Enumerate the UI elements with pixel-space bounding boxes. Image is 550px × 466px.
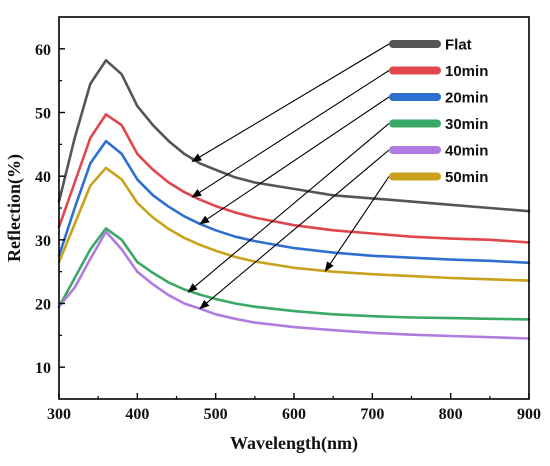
legend-label-30min: 30min xyxy=(445,116,488,133)
legend-label-flat: Flat xyxy=(445,37,472,54)
legend-label-10min: 10min xyxy=(445,63,488,80)
annotation-arrow-30min xyxy=(187,123,390,293)
x-tick-label: 700 xyxy=(360,406,384,423)
annotation-arrow-40min xyxy=(199,149,390,310)
legend-label-40min: 40min xyxy=(445,143,488,160)
series-line-40min xyxy=(57,230,531,340)
annotation-arrows xyxy=(187,43,390,310)
y-tick-label: 20 xyxy=(35,297,51,314)
x-tick-label: 400 xyxy=(125,406,149,423)
series-line-50min xyxy=(57,166,531,282)
annotation-arrow-50min xyxy=(324,176,390,272)
series-line-flat xyxy=(57,59,531,213)
plot-lines xyxy=(57,59,531,340)
series-line-10min xyxy=(57,113,531,244)
x-tick-label: 300 xyxy=(47,406,71,423)
y-tick-label: 30 xyxy=(35,233,51,250)
x-tick-label: 500 xyxy=(204,406,228,423)
y-tick-label: 50 xyxy=(35,106,51,123)
annotation-arrow-10min xyxy=(191,70,390,198)
x-tick-label: 600 xyxy=(282,406,306,423)
series-line-20min xyxy=(57,139,531,265)
series-line-30min xyxy=(57,227,531,321)
x-tick-label: 800 xyxy=(439,406,463,423)
y-tick-label: 10 xyxy=(35,360,51,377)
x-axis-title: Wavelength(nm) xyxy=(230,433,358,454)
legend-label-20min: 20min xyxy=(445,90,488,107)
annotation-arrow-flat xyxy=(191,43,390,163)
y-tick-label: 60 xyxy=(35,42,51,59)
annotation-arrow-20min xyxy=(199,96,390,225)
x-tick-label: 900 xyxy=(517,406,541,423)
axes: 300 400 500 600 700 800 900 10 20 30 40 50 60 xyxy=(35,42,541,423)
legend: Flat 10min 20min 30min 40min 50min xyxy=(389,37,488,186)
y-tick-label: 40 xyxy=(35,169,51,186)
y-axis-title: Reflection(%) xyxy=(4,154,25,262)
legend-label-50min: 50min xyxy=(445,169,488,186)
